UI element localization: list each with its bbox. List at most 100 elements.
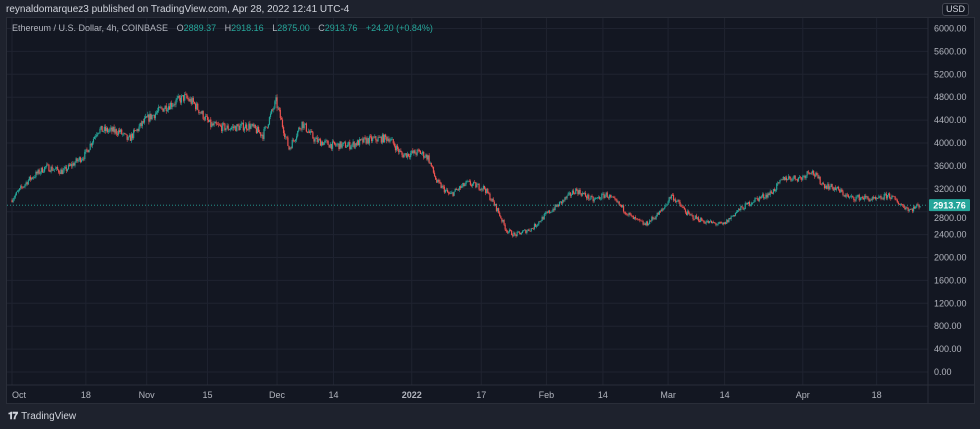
candle-up <box>169 102 172 110</box>
candle-down <box>448 192 450 194</box>
candle-down <box>101 125 103 132</box>
currency-button[interactable]: USD <box>942 3 970 16</box>
candle-down <box>32 177 34 179</box>
candle-down <box>328 145 330 148</box>
candle-down <box>188 98 190 102</box>
candle-up <box>859 197 861 201</box>
candle-up <box>123 133 125 135</box>
candle-up <box>151 115 153 120</box>
candle-up <box>291 139 293 149</box>
candle-down <box>259 132 261 133</box>
candle-down <box>276 97 278 109</box>
candle-up <box>694 215 696 220</box>
candle-up <box>888 193 890 196</box>
y-tick-label: 0.00 <box>934 367 952 377</box>
candle-up <box>797 177 800 182</box>
candle-down <box>161 107 163 109</box>
candle-up <box>758 196 760 201</box>
candle-up <box>550 212 552 213</box>
candle-up <box>120 129 122 133</box>
candle-down <box>401 152 403 155</box>
y-tick-label: 1600.00 <box>934 275 967 285</box>
candle-down <box>405 153 407 158</box>
candle-down <box>412 150 414 154</box>
candle-down <box>382 134 385 143</box>
candle-down <box>826 186 828 189</box>
candle-up <box>590 196 592 200</box>
candle-up <box>62 170 64 175</box>
candle-up <box>228 129 230 131</box>
candle-up <box>670 194 672 199</box>
candle-down <box>394 146 397 151</box>
candle-down <box>311 130 313 133</box>
candle-down <box>897 202 899 205</box>
candle-up <box>548 210 550 213</box>
candle-down <box>703 220 705 223</box>
candle-up <box>517 231 519 233</box>
candle-down <box>11 200 13 203</box>
candle-up <box>884 193 886 195</box>
candle-up <box>30 177 33 180</box>
candle-down <box>685 212 688 215</box>
candle-up <box>718 221 720 224</box>
candle-up <box>507 231 510 233</box>
candle-down <box>369 136 372 137</box>
candle-down <box>266 126 268 128</box>
candle-up <box>687 211 689 215</box>
y-tick-label: 6000.00 <box>934 24 967 34</box>
candle-down <box>373 137 375 139</box>
candle-up <box>420 153 423 155</box>
candle-up <box>277 107 279 109</box>
candle-up <box>25 182 27 185</box>
candle-down <box>438 179 440 182</box>
candle-up <box>84 151 86 160</box>
candle-down <box>187 98 189 99</box>
candle-down <box>73 163 75 166</box>
candle-up <box>450 192 452 194</box>
candle-down <box>911 209 914 212</box>
candle-up <box>399 150 401 153</box>
candle-up <box>559 201 562 203</box>
candle-down <box>326 140 328 142</box>
candle-down <box>192 98 195 102</box>
candle-down <box>591 196 593 198</box>
candle-up <box>587 194 589 199</box>
candle-up <box>17 190 20 192</box>
candle-down <box>539 221 541 223</box>
candle-down <box>904 207 906 210</box>
candle-up <box>809 172 811 174</box>
candle-up <box>526 231 528 234</box>
candle-down <box>640 220 642 222</box>
candle-up <box>738 208 740 211</box>
candle-up <box>883 193 885 200</box>
candle-down <box>907 208 909 211</box>
candle-down <box>501 218 503 222</box>
candle-down <box>599 197 601 200</box>
candle-down <box>622 205 625 212</box>
candle-up <box>716 224 718 226</box>
candle-down <box>49 171 51 173</box>
candle-down <box>254 124 256 129</box>
tradingview-brand: 𝟏𝟕 TradingView <box>8 411 76 422</box>
candle-up <box>589 199 591 200</box>
candle-up <box>815 172 817 177</box>
candle-down <box>135 130 137 131</box>
candle-down <box>423 151 425 158</box>
candle-up <box>653 217 655 219</box>
candle-up <box>494 203 496 206</box>
candle-down <box>48 164 50 172</box>
candle-up <box>289 147 291 150</box>
candle-down <box>316 137 318 143</box>
candle-up <box>229 129 231 130</box>
candle-up <box>830 183 832 187</box>
candle-down <box>698 220 701 222</box>
candle-down <box>432 166 435 173</box>
candle-up <box>285 136 287 138</box>
candle-up <box>102 130 104 132</box>
candle-up <box>760 196 763 198</box>
candle-down <box>179 97 181 103</box>
candle-down <box>783 176 785 181</box>
candle-up <box>354 143 356 148</box>
chart-pane[interactable] <box>6 17 975 404</box>
